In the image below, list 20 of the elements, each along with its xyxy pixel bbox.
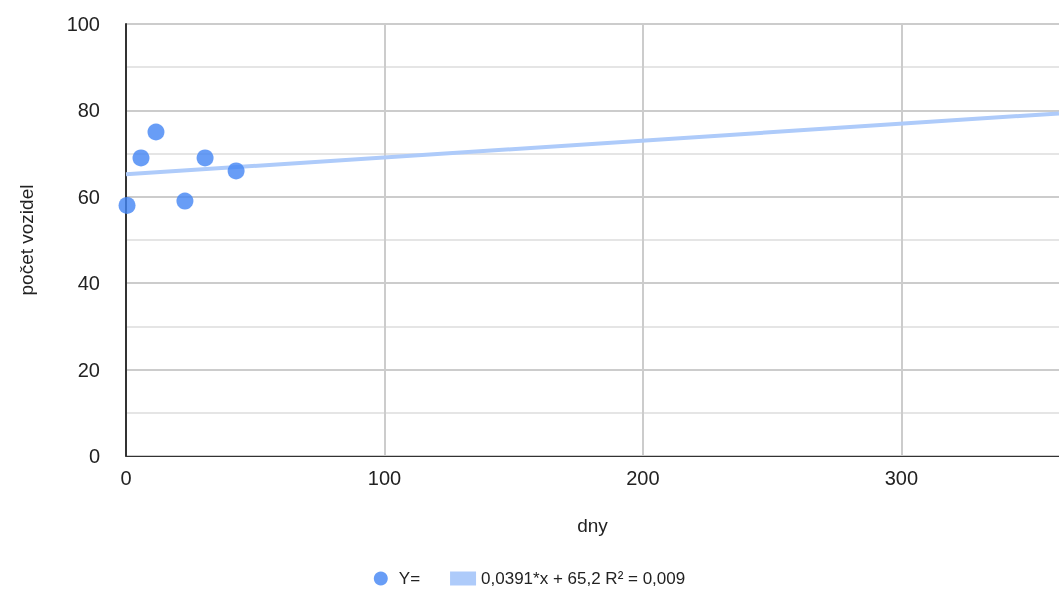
y-tick-label: 100: [66, 13, 100, 35]
y-tick-label: 60: [77, 185, 100, 208]
x-axis-title: dny: [577, 515, 609, 536]
point: [118, 196, 136, 214]
point: [196, 149, 214, 167]
y-tick-label: 20: [77, 358, 100, 381]
legend-label: Y=: [398, 569, 421, 588]
point: [147, 123, 165, 141]
x-tick-label: 300: [884, 467, 919, 489]
point: [176, 192, 194, 210]
y-tick-label: 80: [77, 99, 100, 122]
x-tick-label: 0: [120, 467, 132, 489]
x-tick-label: 100: [367, 467, 402, 489]
x-tick-label: 200: [626, 467, 660, 489]
y-tick-label: 0: [88, 445, 100, 467]
y-axis-title: počet vozidel: [16, 184, 37, 296]
legend-label: 0,0391*x + 65,2 R² = 0,009: [481, 569, 686, 588]
point: [227, 162, 245, 180]
y-tick-label: 40: [77, 272, 100, 295]
point: [132, 149, 150, 167]
